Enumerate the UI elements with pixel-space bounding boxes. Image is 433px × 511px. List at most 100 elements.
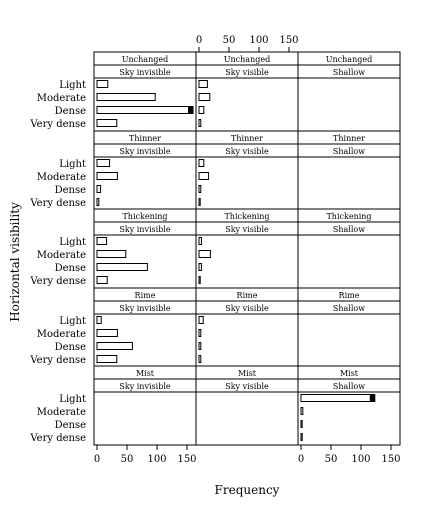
panel-mist-shallow-strip-row-label: Mist [340, 369, 359, 378]
panel-rime-sky-visible-strip-col-label: Sky visible [225, 304, 269, 313]
panel-thickening-sky-invisible-strip-row-label: Thickening [122, 212, 167, 221]
panel-thickening-sky-visible-strip-row-label: Thickening [224, 212, 269, 221]
x-tick-label-top-col1-2: 100 [249, 35, 268, 46]
panel-mist-shallow-bar-moderate [300, 407, 304, 415]
panel-unchanged-sky-invisible-bar-dense [96, 106, 194, 114]
x-tick-label-bottom-col2-2: 100 [351, 454, 370, 465]
panel-rime-sky-invisible-bar-dense [96, 342, 133, 350]
y-tick-label-thinner-dense: Dense [55, 185, 87, 196]
panel-thinner-sky-invisible-strip-col-label: Sky invisible [119, 147, 171, 156]
panel-unchanged-sky-visible-strip-col-label: Sky visible [225, 68, 269, 77]
panel-unchanged-shallow-strip-col-label: Shallow [333, 68, 365, 77]
y-tick-label-unchanged-dense: Dense [55, 106, 87, 117]
panel-rime-shallow-strip-col-label: Shallow [333, 304, 365, 313]
panel-mist-sky-visible-strip-row-label: Mist [238, 369, 257, 378]
panel-thinner-sky-visible-bar-dense [198, 185, 202, 193]
y-tick-label-unchanged-very-dense: Very dense [29, 119, 86, 130]
panel-thickening-sky-visible-bar-light [198, 237, 202, 245]
panel-rime-sky-visible-bar-very-dense [198, 355, 202, 363]
y-tick-label-unchanged-light: Light [59, 80, 86, 91]
panel-mist-shallow-bar-light [300, 394, 376, 402]
panel-thickening-sky-invisible-strip-col-label: Sky invisible [119, 225, 171, 234]
panel-unchanged-sky-invisible-bar-dense-tip [188, 106, 193, 114]
panel-mist-sky-invisible-strip-row-label: Mist [136, 369, 155, 378]
x-tick-label-top-col1-3: 150 [279, 35, 298, 46]
y-tick-label-thinner-light: Light [59, 159, 86, 170]
panel-unchanged-sky-invisible-strip-col-label: Sky invisible [119, 68, 171, 77]
panel-thinner-shallow-strip-row-label: Thinner [333, 134, 365, 143]
y-tick-label-unchanged-moderate: Moderate [37, 93, 86, 104]
panel-unchanged-sky-visible-bar-very-dense [198, 119, 202, 127]
y-tick-label-mist-light: Light [59, 394, 86, 405]
panel-thinner-sky-visible-strip-col-label: Sky visible [225, 147, 269, 156]
y-tick-label-mist-very-dense: Very dense [29, 433, 86, 444]
y-tick-label-rime-dense: Dense [55, 342, 87, 353]
panel-thinner-sky-visible-bar-light [198, 159, 205, 167]
panel-mist-shallow-bar-light-tip [369, 394, 375, 402]
panel-thinner-sky-invisible-bar-very-dense [96, 198, 100, 206]
panels-layer: Unchanged Sky invisible Unchanged Sky visib… [93, 51, 401, 446]
y-tick-label-thickening-light: Light [59, 237, 86, 248]
panel-thinner-sky-visible-bar-very-dense [198, 198, 201, 206]
y-axis-title: Horizontal visibility [8, 202, 22, 322]
y-tick-label-thinner-very-dense: Very dense [29, 198, 86, 209]
panel-thickening-sky-visible-strip-col-label: Sky visible [225, 225, 269, 234]
panel-thickening-sky-invisible-bar-moderate [96, 250, 127, 258]
panel-thickening-sky-visible-bar-dense [198, 263, 202, 271]
x-tick-label-bottom-col0-0: 0 [94, 454, 100, 465]
y-tick-label-thickening-very-dense: Very dense [29, 276, 86, 287]
y-tick-label-rime-moderate: Moderate [37, 329, 86, 340]
panel-thickening-sky-visible-bar-moderate [198, 250, 211, 258]
y-tick-label-mist-dense: Dense [55, 420, 87, 431]
y-tick-label-mist-moderate: Moderate [37, 407, 86, 418]
panel-rime-sky-visible-bar-moderate [198, 329, 202, 337]
panel-rime-sky-invisible-strip-col-label: Sky invisible [119, 304, 171, 313]
panel-thickening-sky-visible-bar-very-dense [198, 276, 201, 284]
x-tick-label-bottom-col0-2: 100 [147, 454, 166, 465]
panel-unchanged-sky-invisible-strip-row-label: Unchanged [122, 55, 168, 64]
panel-mist-shallow-strip-col [297, 378, 401, 393]
panel-rime-sky-invisible-strip-row-label: Rime [135, 291, 156, 300]
x-tick-label-top-col1-0: 0 [196, 35, 202, 46]
panel-rime-shallow-strip-col [297, 300, 401, 315]
panel-rime-sky-invisible-bar-moderate [96, 329, 118, 337]
panel-mist-shallow-strip-col-label: Shallow [333, 382, 365, 391]
x-tick-label-bottom-col0-1: 50 [121, 454, 134, 465]
panel-unchanged-shallow-strip-row-label: Unchanged [326, 55, 372, 64]
panel-unchanged-sky-visible-strip-row-label: Unchanged [224, 55, 270, 64]
panel-thinner-sky-invisible-bar-moderate [96, 172, 118, 180]
panel-mist-shallow-bar-very-dense [300, 433, 303, 441]
panel-thinner-shallow-strip-col-label: Shallow [333, 147, 365, 156]
panel-thickening-shallow-strip-row-label: Thickening [326, 212, 371, 221]
panel-rime-sky-invisible-bar-light [96, 316, 102, 324]
panel-mist-sky-invisible-strip-col-label: Sky invisible [119, 382, 171, 391]
panel-rime-shallow-strip-row-label: Rime [339, 291, 360, 300]
y-tick-label-thinner-moderate: Moderate [37, 172, 86, 183]
panel-mist-sky-visible-strip-col-label: Sky visible [225, 382, 269, 391]
x-tick-label-bottom-col2-0: 0 [298, 454, 304, 465]
panel-thinner-sky-invisible-strip-row-label: Thinner [129, 134, 161, 143]
panel-thickening-shallow-strip-col-label: Shallow [333, 225, 365, 234]
panel-rime-sky-visible-bar-light [198, 316, 204, 324]
panel-mist-shallow-bar-dense [300, 420, 303, 428]
panel-thinner-shallow-strip-col [297, 143, 401, 158]
panel-unchanged-sky-visible-bar-light [198, 80, 208, 88]
panel-unchanged-sky-invisible-bar-moderate [96, 93, 156, 101]
x-tick-label-bottom-col2-1: 50 [325, 454, 338, 465]
x-tick-label-bottom-col0-3: 150 [177, 454, 196, 465]
x-tick-label-top-col1-1: 50 [223, 35, 236, 46]
panel-unchanged-sky-invisible-bar-very-dense [96, 119, 118, 127]
panel-thickening-sky-invisible-bar-dense [96, 263, 148, 271]
panel-thickening-shallow-strip-col [297, 221, 401, 236]
y-tick-label-thickening-moderate: Moderate [37, 250, 86, 261]
panel-thickening-sky-invisible-bar-light [96, 237, 108, 245]
panel-unchanged-sky-visible-bar-moderate [198, 93, 211, 101]
panel-thickening-sky-invisible-bar-very-dense [96, 276, 108, 284]
x-tick-label-bottom-col2-3: 150 [381, 454, 400, 465]
panel-thinner-sky-visible-strip-row-label: Thinner [231, 134, 263, 143]
y-tick-label-rime-very-dense: Very dense [29, 355, 86, 366]
axes-layer: Light Moderate Dense Very dense Light Moderat… [29, 35, 400, 465]
panel-unchanged-sky-invisible-bar-light [96, 80, 109, 88]
x-axis-title: Frequency [215, 483, 280, 497]
